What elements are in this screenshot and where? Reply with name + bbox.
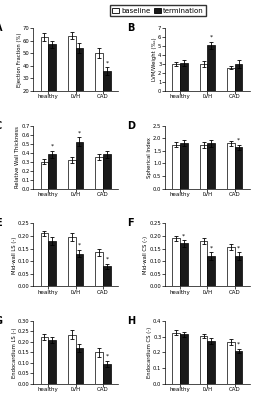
Bar	[75, 48, 83, 116]
Text: *: *	[236, 342, 239, 347]
Bar	[234, 256, 242, 286]
Y-axis label: Ejection Fraction (%): Ejection Fraction (%)	[17, 32, 21, 87]
Bar	[75, 348, 83, 384]
Bar	[68, 237, 75, 286]
Bar	[48, 340, 56, 384]
Text: *: *	[236, 138, 239, 143]
Text: *: *	[236, 246, 239, 250]
Bar	[48, 154, 56, 189]
Bar	[226, 143, 234, 189]
Bar	[48, 44, 56, 116]
Bar	[226, 68, 234, 91]
Bar	[226, 247, 234, 286]
Bar	[179, 63, 187, 91]
Bar	[68, 36, 75, 116]
Text: E: E	[0, 218, 2, 228]
Y-axis label: Mid-wall LS (-): Mid-wall LS (-)	[11, 236, 17, 274]
Legend: baseline, termination: baseline, termination	[110, 6, 205, 16]
Bar	[207, 256, 214, 286]
Bar	[207, 45, 214, 91]
Text: G: G	[0, 316, 3, 326]
Bar	[103, 364, 110, 384]
Text: *: *	[182, 234, 185, 238]
Bar	[207, 143, 214, 189]
Text: *: *	[209, 246, 212, 250]
Bar	[199, 64, 207, 91]
Bar	[75, 142, 83, 189]
Bar	[179, 334, 187, 384]
Bar	[95, 252, 103, 286]
Text: A: A	[0, 23, 2, 33]
Text: H: H	[126, 316, 134, 326]
Text: C: C	[0, 121, 2, 131]
Bar	[199, 144, 207, 189]
Y-axis label: Mid-wall CS (-): Mid-wall CS (-)	[143, 236, 148, 274]
Text: *: *	[50, 144, 53, 149]
Bar	[172, 333, 179, 384]
Bar	[103, 266, 110, 286]
Text: *: *	[105, 60, 108, 65]
Text: B: B	[126, 23, 134, 33]
Bar	[95, 352, 103, 384]
Bar	[234, 64, 242, 91]
Bar	[68, 335, 75, 384]
Y-axis label: Spherical Index: Spherical Index	[146, 137, 151, 178]
Bar	[40, 37, 48, 116]
Bar	[103, 154, 110, 189]
Bar	[207, 341, 214, 384]
Text: F: F	[126, 218, 133, 228]
Bar	[40, 162, 48, 189]
Y-axis label: Endocardium LS (-): Endocardium LS (-)	[11, 327, 17, 378]
Bar	[75, 254, 83, 286]
Bar	[234, 351, 242, 384]
Bar	[68, 160, 75, 189]
Y-axis label: LVM/Weight (‰): LVM/Weight (‰)	[151, 38, 156, 81]
Text: *: *	[105, 354, 108, 359]
Bar	[199, 336, 207, 384]
Bar	[40, 337, 48, 384]
Bar	[172, 144, 179, 189]
Bar	[234, 147, 242, 189]
Bar	[95, 53, 103, 116]
Bar	[95, 157, 103, 189]
Bar	[103, 71, 110, 116]
Y-axis label: Endocardium CS (-): Endocardium CS (-)	[146, 327, 151, 378]
Text: *: *	[105, 257, 108, 262]
Bar	[48, 241, 56, 286]
Bar	[172, 238, 179, 286]
Bar	[226, 342, 234, 384]
Bar	[199, 241, 207, 286]
Text: *: *	[78, 130, 81, 136]
Text: D: D	[126, 121, 134, 131]
Y-axis label: Relative Wall Thickness: Relative Wall Thickness	[15, 126, 20, 188]
Bar	[40, 234, 48, 286]
Bar	[172, 64, 179, 91]
Bar	[179, 143, 187, 189]
Text: *: *	[209, 35, 212, 40]
Bar	[179, 244, 187, 286]
Text: *: *	[78, 243, 81, 248]
